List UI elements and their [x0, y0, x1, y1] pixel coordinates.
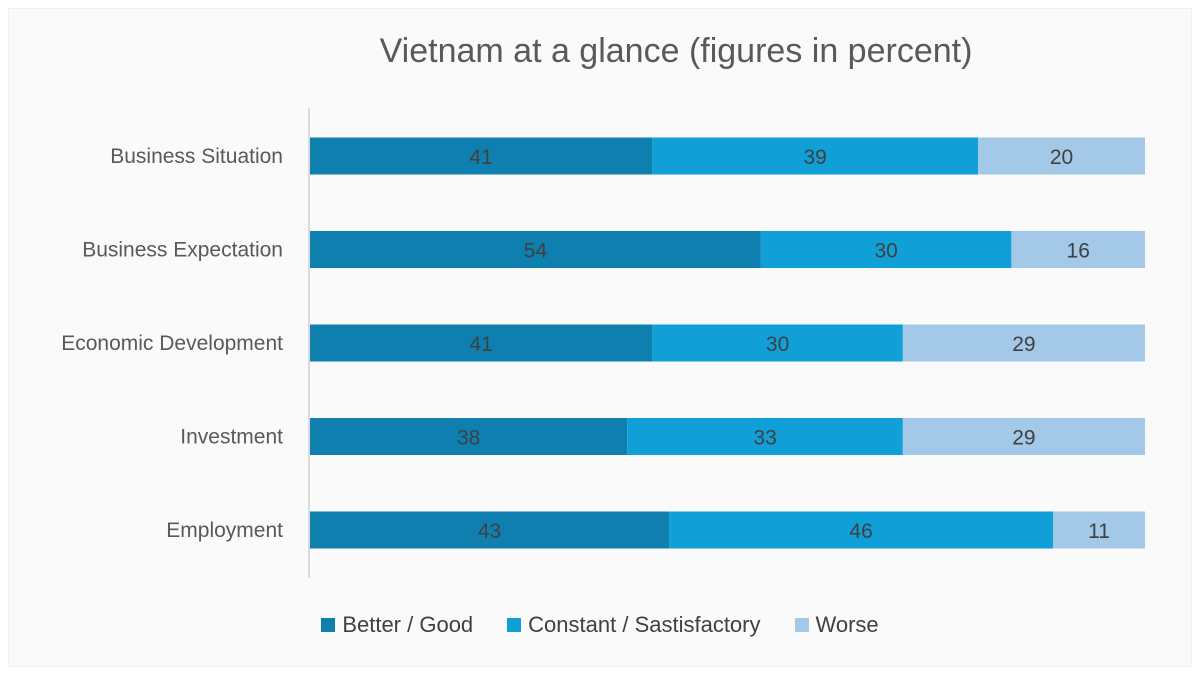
data-label-better-good-business-situation: 41 — [469, 146, 492, 169]
bar-better-good-investment — [310, 418, 628, 455]
data-label-better-good-economic-development: 41 — [469, 333, 492, 356]
legend-item-constant-satisfactory: Constant / Sastisfactory — [507, 612, 761, 638]
category-label-investment: Investment — [180, 426, 283, 449]
data-label-worse-business-expectation: 16 — [1067, 240, 1090, 263]
legend-label-worse: Worse — [815, 612, 879, 637]
bars-layer: Business Situation 41 39 20 Business Expecta… — [61, 137, 1145, 549]
data-label-constant-sastisfactory-employment: 46 — [849, 520, 872, 543]
category-label-employment: Employment — [166, 519, 283, 542]
bar-better-good-business-expectation — [310, 231, 761, 268]
bar-constant-sastisfactory-business-situation — [652, 137, 978, 175]
bar-constant-sastisfactory-business-expectation — [760, 231, 1012, 268]
bar-better-good-business-situation — [310, 137, 653, 175]
legend-swatch-better-good — [321, 618, 336, 632]
bar-worse-economic-development — [902, 324, 1145, 362]
bar-better-good-employment — [310, 511, 670, 549]
legend-swatch-worse — [794, 618, 809, 632]
legend-label-constant-satisfactory: Constant / Sastisfactory — [528, 612, 761, 637]
data-label-worse-investment: 29 — [1012, 427, 1035, 450]
data-label-constant-sastisfactory-investment: 33 — [753, 427, 776, 450]
bar-constant-sastisfactory-investment — [627, 418, 903, 455]
bar-constant-sastisfactory-economic-development — [652, 324, 903, 362]
legend-item-worse: Worse — [794, 612, 879, 638]
data-label-worse-business-situation: 20 — [1050, 146, 1073, 169]
data-label-better-good-investment: 38 — [457, 427, 480, 450]
legend-item-better-good: Better / Good — [321, 612, 473, 638]
data-label-worse-employment: 11 — [1088, 520, 1110, 543]
bar-worse-business-expectation — [1011, 231, 1145, 268]
legend-label-better-good: Better / Good — [342, 612, 474, 637]
bar-worse-business-situation — [978, 137, 1145, 175]
bar-worse-employment — [1053, 511, 1145, 549]
category-label-business-expectation: Business Expectation — [82, 239, 283, 262]
data-label-constant-sastisfactory-business-situation: 39 — [803, 146, 826, 169]
bar-worse-investment — [902, 418, 1145, 455]
legend: Better / Good Constant / Sastisfactory W… — [0, 612, 1200, 638]
category-label-business-situation: Business Situation — [110, 145, 283, 168]
chart-title: Vietnam at a glance (figures in percent) — [380, 32, 973, 70]
data-label-better-good-business-expectation: 54 — [524, 240, 548, 263]
category-label-economic-development: Economic Development — [61, 332, 283, 355]
data-label-constant-sastisfactory-economic-development: 30 — [766, 333, 789, 356]
bar-better-good-economic-development — [310, 324, 653, 362]
data-label-constant-sastisfactory-business-expectation: 30 — [874, 240, 897, 263]
data-label-worse-economic-development: 29 — [1012, 333, 1035, 356]
data-label-better-good-employment: 43 — [478, 520, 501, 543]
legend-swatch-constant-satisfactory — [507, 618, 522, 632]
bar-constant-sastisfactory-employment — [669, 511, 1054, 549]
